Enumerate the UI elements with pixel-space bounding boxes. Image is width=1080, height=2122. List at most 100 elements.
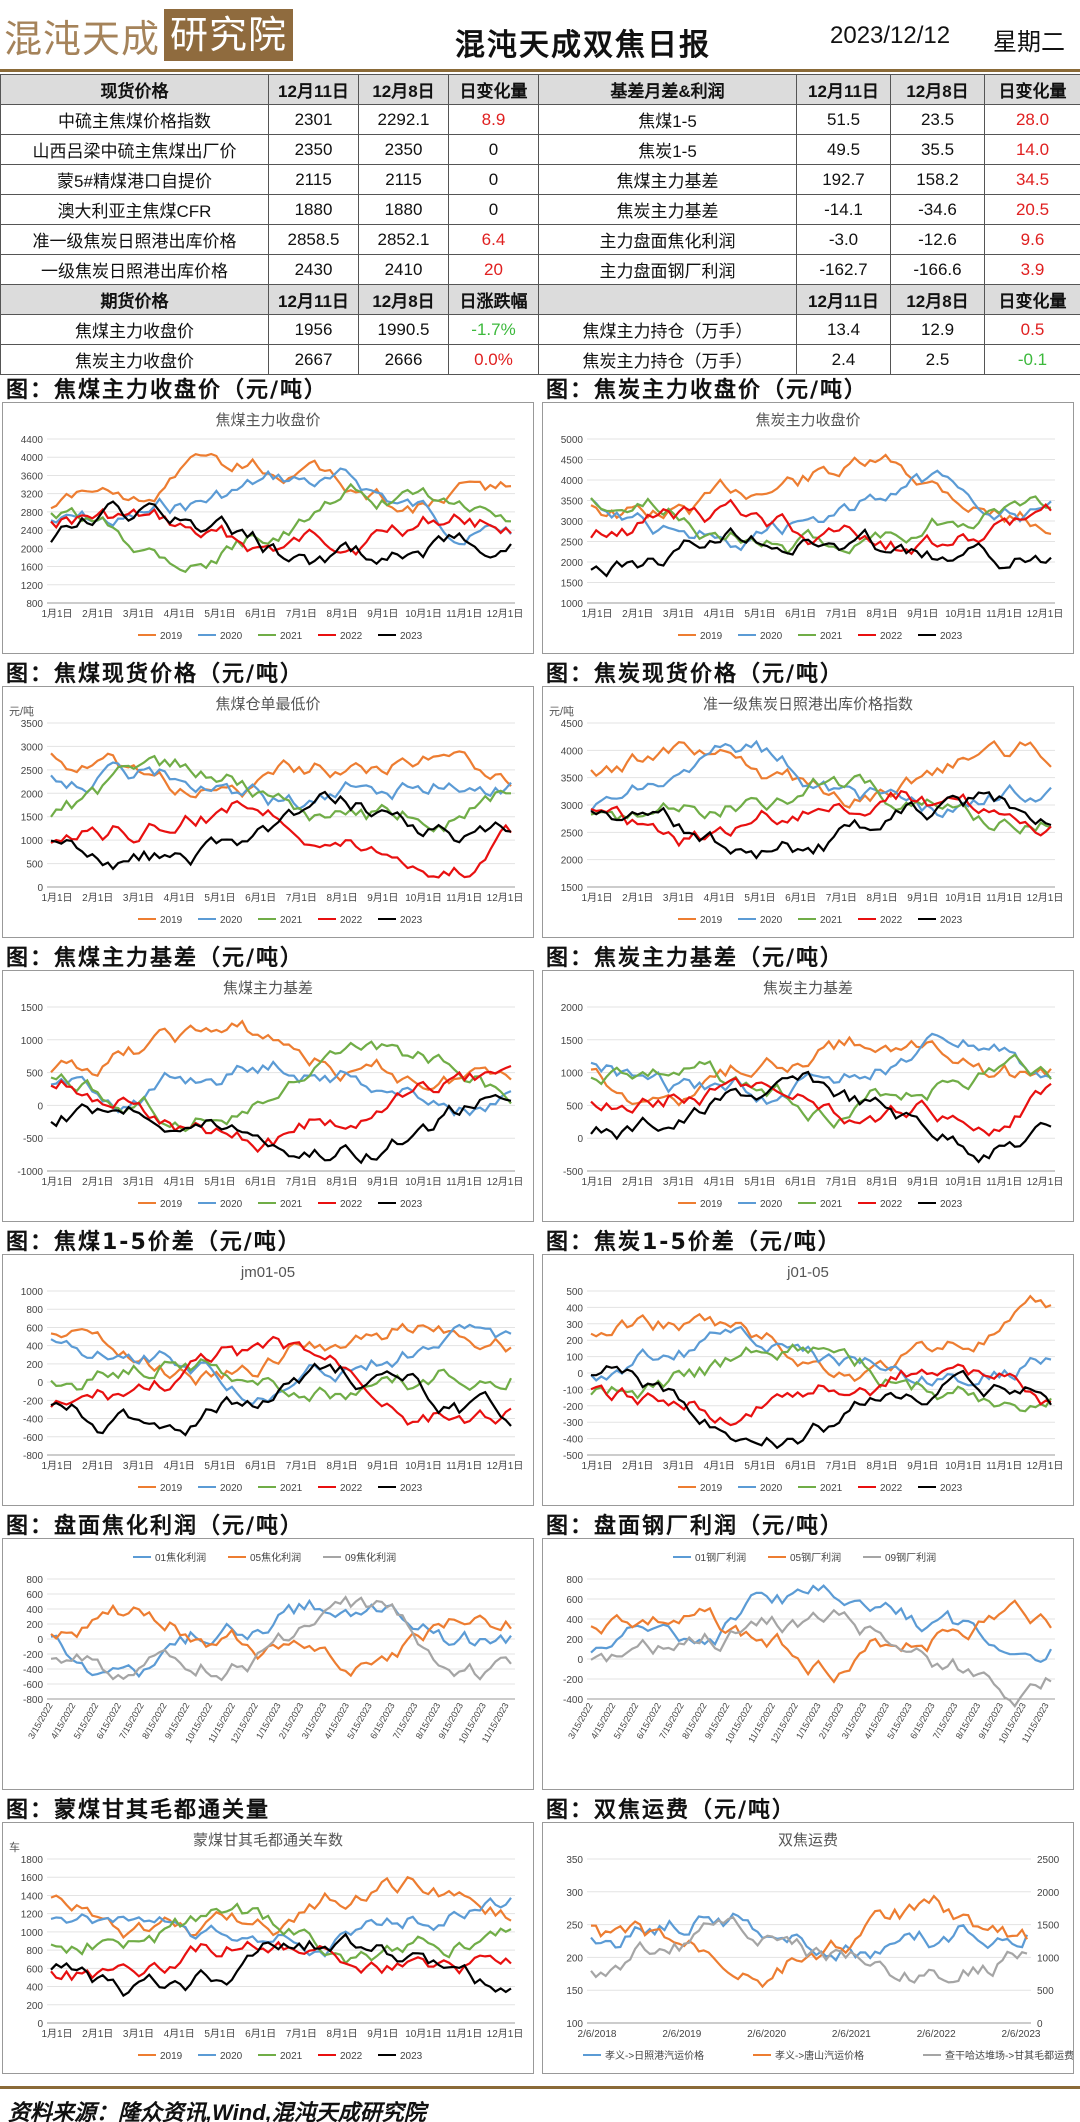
chart-pane: jm01-05 1000 800 600 400 200 0 -200 -400 -600 -800… <box>2 1254 534 1506</box>
x-tick-label: 10月1日 <box>945 1460 982 1472</box>
y-tick-label: 1200 <box>21 581 44 592</box>
table-cell: 2852.1 <box>358 224 449 255</box>
table-cell: 34.5 <box>984 164 1080 195</box>
table-cell: 一级焦炭日照港出库价格 <box>0 254 269 285</box>
y-tick-label: 200 <box>566 1953 583 1964</box>
x-tick-label: 8月1日 <box>867 1460 898 1472</box>
source-footer: 资料来源：隆众资讯,Wind,混沌天成研究院 <box>0 2086 1080 2122</box>
x-tick-label: 5月1日 <box>744 1460 775 1472</box>
x-tick-label: 12月1日 <box>487 1460 524 1472</box>
y-tick-label: 1000 <box>561 1069 584 1080</box>
x-tick-label: 5月1日 <box>204 1460 235 1472</box>
chart-section: 图：焦炭主力基差（元/吨） 焦炭主力基差 2000 1500 1000 500 0 -500 1… <box>540 938 1080 1224</box>
table-cell: 主力盘面钢厂利润 <box>538 254 797 285</box>
y-tick-label: -500 <box>563 1167 583 1178</box>
section-title: 图：双焦运费（元/吨） <box>546 1798 797 1823</box>
x-tick-label: 8月1日 <box>327 1460 358 1472</box>
table-cell: 焦煤主力收盘价 <box>0 314 269 345</box>
table-row: 一级焦炭日照港出库价格 2430 2410 20 主力盘面钢厂利润 -162.7 -166.… <box>0 254 1080 285</box>
legend-label: 2020 <box>220 631 243 642</box>
chart-pane: 准一级焦炭日照港出库价格指数 元/吨 4500 4000 3500 3000 2500 200… <box>542 686 1074 938</box>
legend-label: 05焦化利润 <box>250 1551 301 1564</box>
table-row: 中硫主焦煤价格指数 2301 2292.1 8.9 焦煤1-5 51.5 23.5 28.0 <box>0 104 1080 135</box>
table-cell: 焦炭1-5 <box>538 134 797 165</box>
x-tick-label: 2月1日 <box>82 608 113 620</box>
series-line <box>50 761 512 811</box>
table-cell: 主力盘面焦化利润 <box>538 224 797 255</box>
table-header-cell: 现货价格 <box>0 74 269 105</box>
x-tick-label: 11月1日 <box>446 608 482 620</box>
series-line <box>590 1599 1052 1684</box>
table-cell: 0 <box>448 134 539 165</box>
x-tick-label: 5月1日 <box>204 1176 235 1188</box>
legend-label: 2020 <box>220 2051 243 2062</box>
series-line <box>50 507 512 556</box>
x-tick-label: 10月1日 <box>405 892 442 904</box>
x-tick-label: 10月1日 <box>405 2028 442 2040</box>
x-tick-label: 7月1日 <box>286 608 317 620</box>
legend-label: 2023 <box>400 915 423 926</box>
x-tick-label: 9月1日 <box>367 1176 398 1188</box>
table-cell: 焦炭主力基差 <box>538 194 797 225</box>
x-tick-label: 1月1日 <box>41 1176 72 1188</box>
y-tick-label: 300 <box>566 1888 583 1899</box>
y-unit: 元/吨 <box>549 705 574 718</box>
y-tick-label: 600 <box>26 1590 43 1601</box>
x-tick-label: 4月1日 <box>704 1176 735 1188</box>
x-tick-label: 2/6/2020 <box>747 2029 786 2040</box>
y-tick-label: 3500 <box>561 774 584 785</box>
legend-label: 2020 <box>760 631 783 642</box>
x-tick-label: 1月1日 <box>41 892 72 904</box>
table-header-cell: 12月11日 <box>268 284 359 315</box>
y-tick-label: 250 <box>566 1921 583 1932</box>
series-line <box>590 1915 1028 1984</box>
table-cell: 2.5 <box>890 344 985 375</box>
x-tick-label: 2月1日 <box>82 1176 113 1188</box>
x-tick-label: 1月1日 <box>41 2028 72 2040</box>
series-line <box>50 482 512 574</box>
section-title: 图：焦煤主力收盘价（元/吨） <box>6 378 329 403</box>
table-cell: 焦煤1-5 <box>538 104 797 135</box>
table-cell: 蒙5#精煤港口自提价 <box>0 164 269 195</box>
x-tick-label: 5月1日 <box>744 1176 775 1188</box>
chart-section: 图：焦煤现货价格（元/吨） 焦煤仓单最低价 元/吨 3500 3000 2500 2000 1… <box>0 654 540 940</box>
chart-section: 图：盘面焦化利润（元/吨） 800 600 400 200 0 -200 -400 -600 -8… <box>0 1506 540 1792</box>
chart-title: 焦炭主力基差 <box>763 980 853 997</box>
x-tick-label: 8月1日 <box>867 608 898 620</box>
y-tick-label: 1500 <box>561 1036 584 1047</box>
x-tick-label: 4月1日 <box>164 608 195 620</box>
legend-label: 2019 <box>160 1483 183 1494</box>
x-tick-label: 12月1日 <box>1027 1176 1064 1188</box>
y-right-tick-label: 500 <box>1037 1986 1054 1997</box>
y-tick-label: -1000 <box>17 1167 43 1178</box>
y-right-tick-label: 2500 <box>1037 1855 1060 1866</box>
x-tick-label: 3月1日 <box>663 892 694 904</box>
y-tick-label: 5000 <box>561 435 584 446</box>
x-tick-label: 9月1日 <box>367 608 398 620</box>
y-tick-label: 4500 <box>561 719 584 730</box>
series-line <box>50 1358 512 1403</box>
y-tick-label: 150 <box>566 1986 583 1997</box>
table-cell: 158.2 <box>890 164 985 195</box>
x-tick-label: 8月1日 <box>327 1176 358 1188</box>
legend-label: 2020 <box>760 1483 783 1494</box>
legend-label: 2022 <box>880 915 903 926</box>
table-row: 蒙5#精煤港口自提价 2115 2115 0 焦煤主力基差 192.7 158.2 34.5 <box>0 164 1080 195</box>
table-cell: 0 <box>448 164 539 195</box>
y-tick-label: 800 <box>26 1946 43 1957</box>
table-cell: 1956 <box>268 314 359 345</box>
table-header-cell: 12月8日 <box>890 284 985 315</box>
y-tick-label: 2000 <box>561 856 584 867</box>
legend-label: 2022 <box>340 1483 363 1494</box>
x-tick-label: 11月1日 <box>986 1460 1022 1472</box>
table-cell: -1.7% <box>448 314 539 345</box>
series-line <box>50 1064 512 1154</box>
series-line <box>590 1363 1052 1427</box>
y-tick-label: 0 <box>577 1369 583 1380</box>
section-title: 图：蒙煤甘其毛都通关量 <box>6 1798 271 1823</box>
series-line <box>590 1070 1052 1164</box>
y-right-tick-label: 2000 <box>1037 1888 1060 1899</box>
chart-section: 图：蒙煤甘其毛都通关量 蒙煤甘其毛都通关车数 车 1800 1600 1400 1200 10… <box>0 1790 540 2076</box>
y-tick-label: 1500 <box>21 1003 44 1014</box>
legend-label: 2020 <box>220 1199 243 1210</box>
